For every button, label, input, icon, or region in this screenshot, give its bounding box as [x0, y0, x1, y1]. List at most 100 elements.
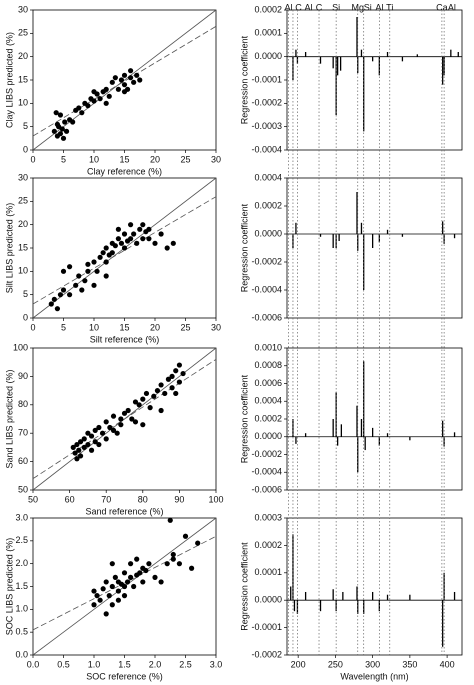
element-label: Al — [375, 2, 383, 12]
data-point — [158, 407, 164, 414]
x-tick-label: 20 — [150, 322, 160, 332]
data-point — [170, 556, 176, 562]
data-point — [131, 583, 137, 590]
y-tick-label: -0.0001 — [251, 74, 282, 84]
data-point — [73, 282, 79, 288]
identity-line — [32, 9, 217, 151]
y-tick-label: 0 — [23, 144, 28, 154]
y-tick-label: -0.0006 — [251, 312, 282, 322]
data-point — [109, 583, 115, 590]
data-point — [97, 254, 103, 260]
data-point — [134, 240, 140, 246]
data-point — [94, 593, 100, 599]
data-point — [107, 424, 113, 431]
data-point — [162, 390, 168, 397]
data-point — [103, 436, 109, 442]
data-point — [91, 98, 97, 104]
data-point — [146, 226, 152, 232]
data-point — [57, 292, 64, 298]
fit-line — [32, 25, 217, 137]
x-tick-label: 60 — [65, 494, 75, 504]
data-point — [118, 240, 125, 246]
data-point — [121, 593, 128, 599]
data-point — [103, 86, 109, 92]
x-tick-label: 250 — [328, 659, 343, 669]
y-tick-label: 25 — [18, 28, 28, 38]
data-point — [121, 72, 128, 78]
data-point — [176, 379, 182, 385]
plot-frame — [286, 9, 463, 151]
y-tick-label: 0.0004 — [254, 396, 282, 406]
data-point — [79, 287, 85, 293]
y-tick-label: 0.0000 — [254, 51, 282, 61]
data-point — [121, 570, 128, 576]
data-point — [121, 82, 128, 88]
data-point — [77, 439, 84, 445]
data-point — [164, 245, 170, 251]
data-point — [147, 405, 153, 411]
element-label: Al — [448, 2, 456, 12]
data-point — [137, 226, 143, 232]
y-axis-label: Clay LIBS predicted (%) — [4, 32, 14, 128]
data-point — [103, 100, 109, 106]
data-point — [76, 273, 82, 279]
data-point — [115, 226, 121, 232]
data-point — [96, 441, 102, 448]
x-tick-label: 70 — [101, 494, 111, 504]
x-tick-label: 2.5 — [179, 659, 192, 669]
data-point — [100, 586, 106, 592]
data-point — [165, 376, 172, 382]
data-point — [92, 427, 98, 433]
y-tick-label: -0.0004 — [251, 144, 282, 154]
data-point — [140, 222, 146, 228]
data-point — [106, 93, 112, 99]
y-tick-label: 90 — [18, 371, 28, 381]
data-point — [112, 243, 118, 249]
data-point — [94, 268, 100, 274]
plot-frame — [32, 347, 217, 491]
y-tick-label: 0.0000 — [254, 228, 282, 238]
data-point — [195, 540, 201, 546]
y-tick-label: -0.0002 — [251, 649, 282, 659]
y-tick-label: 30 — [18, 4, 28, 14]
x-tick-label: 3.0 — [210, 659, 223, 669]
data-point — [103, 419, 109, 425]
data-point — [76, 447, 82, 453]
data-point — [169, 373, 175, 379]
data-point — [173, 368, 179, 374]
data-point — [76, 105, 82, 111]
y-tick-label: 5 — [23, 289, 28, 299]
data-point — [121, 410, 128, 416]
y-tick-label: 10 — [18, 266, 28, 276]
x-tick-label: 20 — [150, 154, 160, 164]
data-point — [70, 444, 76, 450]
data-point — [60, 287, 67, 293]
y-axis-label: SOC LIBS predicted (%) — [4, 538, 14, 636]
data-point — [121, 89, 128, 95]
y-tick-label: 3.0 — [15, 512, 28, 522]
data-point — [97, 96, 103, 102]
data-point — [74, 441, 80, 448]
x-tick-label: 0 — [30, 154, 35, 164]
data-point — [182, 533, 189, 539]
data-point — [91, 588, 97, 594]
x-tick-label: 200 — [291, 659, 306, 669]
element-label: Mg — [351, 2, 364, 12]
data-point — [140, 422, 146, 428]
data-point — [169, 385, 175, 391]
data-point — [109, 250, 115, 256]
x-tick-label: 25 — [180, 154, 190, 164]
data-point — [189, 565, 195, 571]
data-point — [67, 264, 73, 270]
data-point — [109, 79, 115, 85]
data-point — [115, 86, 121, 92]
data-point — [103, 259, 109, 265]
data-point — [63, 128, 70, 134]
data-point — [173, 390, 179, 397]
data-point — [146, 236, 152, 242]
element-label: C — [316, 2, 323, 12]
data-point — [170, 240, 176, 246]
x-tick-label: 0.0 — [27, 659, 40, 669]
plot-frame — [286, 177, 463, 319]
